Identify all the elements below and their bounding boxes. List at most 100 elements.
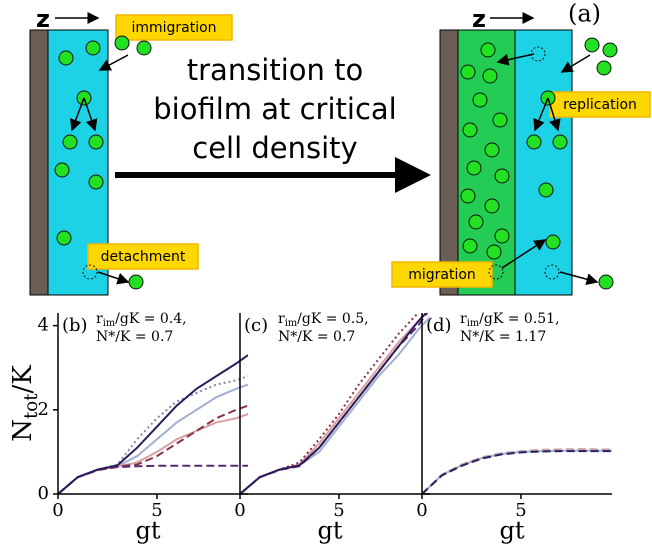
cell <box>596 60 612 76</box>
ghost-cell <box>488 264 504 280</box>
trajectory <box>58 464 248 494</box>
ghost-cell <box>82 264 98 280</box>
y-axis-label-part: /K <box>8 365 38 394</box>
panel-label: (b) <box>62 315 88 336</box>
panel-label: (c) <box>244 315 268 336</box>
x-tick-label: 5 <box>151 500 162 521</box>
annotation-part: r <box>278 311 285 327</box>
x-tick-label: 0 <box>52 500 63 521</box>
cell <box>58 50 74 66</box>
arrow <box>496 53 535 66</box>
cell <box>462 238 478 254</box>
y-tick-label: 2 <box>38 399 49 420</box>
y-axis-label-part: N <box>8 419 38 442</box>
y-tick-label: 0 <box>38 483 49 504</box>
x-tick-label: 0 <box>416 500 427 521</box>
z-label: z <box>472 5 486 33</box>
annotation-part: /gK = 0.51, <box>479 311 559 327</box>
cell <box>584 37 600 53</box>
arrow <box>98 54 129 71</box>
annotation-part: im <box>103 318 116 329</box>
cell <box>54 162 70 178</box>
arrow <box>70 97 85 132</box>
cell <box>484 198 500 214</box>
cell <box>482 68 498 84</box>
x-tick-label: 5 <box>515 500 526 521</box>
cell <box>114 35 130 51</box>
annotation: rim/gK = 0.4, <box>96 311 187 329</box>
label-box <box>115 14 233 41</box>
cell <box>486 244 502 260</box>
cell <box>460 188 476 204</box>
cell <box>85 40 101 56</box>
cell <box>136 40 152 56</box>
annotation-part: im <box>467 318 480 329</box>
annotation-part: /gK = 0.4, <box>115 311 186 327</box>
trajectory <box>58 383 248 494</box>
trajectory <box>58 354 248 494</box>
trajectory <box>58 413 248 494</box>
cell <box>62 134 78 150</box>
fluid <box>514 29 573 296</box>
cell <box>88 134 104 150</box>
cell <box>492 112 508 128</box>
immigration-label: immigration <box>131 20 216 36</box>
y-axis-label: Ntot/K <box>8 365 42 442</box>
ghost-cell <box>544 264 560 280</box>
cell <box>468 214 484 230</box>
migration-label: migration <box>408 267 476 283</box>
y-axis-label-part: tot <box>21 393 42 419</box>
wall <box>439 29 459 296</box>
cell <box>538 182 554 198</box>
y-tick-label: 4 <box>38 315 49 336</box>
cell <box>602 42 618 58</box>
transition-text: cell density <box>192 131 357 165</box>
annotation-part: r <box>96 311 103 327</box>
x-axis-label: gt <box>135 517 160 545</box>
panel-label: (a) <box>568 0 601 28</box>
annotation: rim/gK = 0.51, <box>460 311 560 329</box>
arrow <box>533 97 549 132</box>
cell <box>552 134 568 150</box>
cell <box>545 234 561 250</box>
cell <box>472 92 488 108</box>
panel-label: (d) <box>426 315 452 336</box>
label-box <box>549 91 651 118</box>
cell <box>526 134 542 150</box>
cell <box>88 174 104 190</box>
label-box <box>87 243 199 270</box>
cell <box>460 64 476 80</box>
annotation: N*/K = 1.17 <box>460 329 546 345</box>
arrow <box>560 54 591 73</box>
annotation: N*/K = 0.7 <box>278 329 355 345</box>
x-tick-label: 5 <box>333 500 344 521</box>
annotation-part: r <box>460 311 467 327</box>
wall <box>29 29 49 296</box>
cell <box>598 274 614 290</box>
arrow <box>501 239 547 269</box>
replication-label: replication <box>563 97 637 113</box>
annotation: N*/K = 0.7 <box>96 329 173 345</box>
x-axis-label: gt <box>317 517 342 545</box>
trajectory <box>58 404 248 494</box>
cell <box>480 42 496 58</box>
x-axis-label: gt <box>499 517 524 545</box>
transition-text: transition to <box>187 53 364 87</box>
arrow <box>547 97 561 132</box>
annotation-part: N*/K = 0.7 <box>96 329 173 345</box>
annotation-part: im <box>285 318 298 329</box>
transition-text: biofilm at critical <box>153 92 396 126</box>
annotation-part: /gK = 0.5, <box>297 311 368 327</box>
cell <box>128 274 144 290</box>
cell <box>494 228 510 244</box>
cell <box>56 230 72 246</box>
trajectory <box>240 313 428 494</box>
diagram: z z (a) transition to biofilm at critica… <box>29 0 651 296</box>
trajectory <box>422 450 612 494</box>
cell <box>494 168 510 184</box>
cell <box>466 160 482 176</box>
cell <box>484 142 500 158</box>
annotation-part: N*/K = 0.7 <box>278 329 355 345</box>
arrow <box>97 271 130 285</box>
z-label: z <box>36 5 50 33</box>
